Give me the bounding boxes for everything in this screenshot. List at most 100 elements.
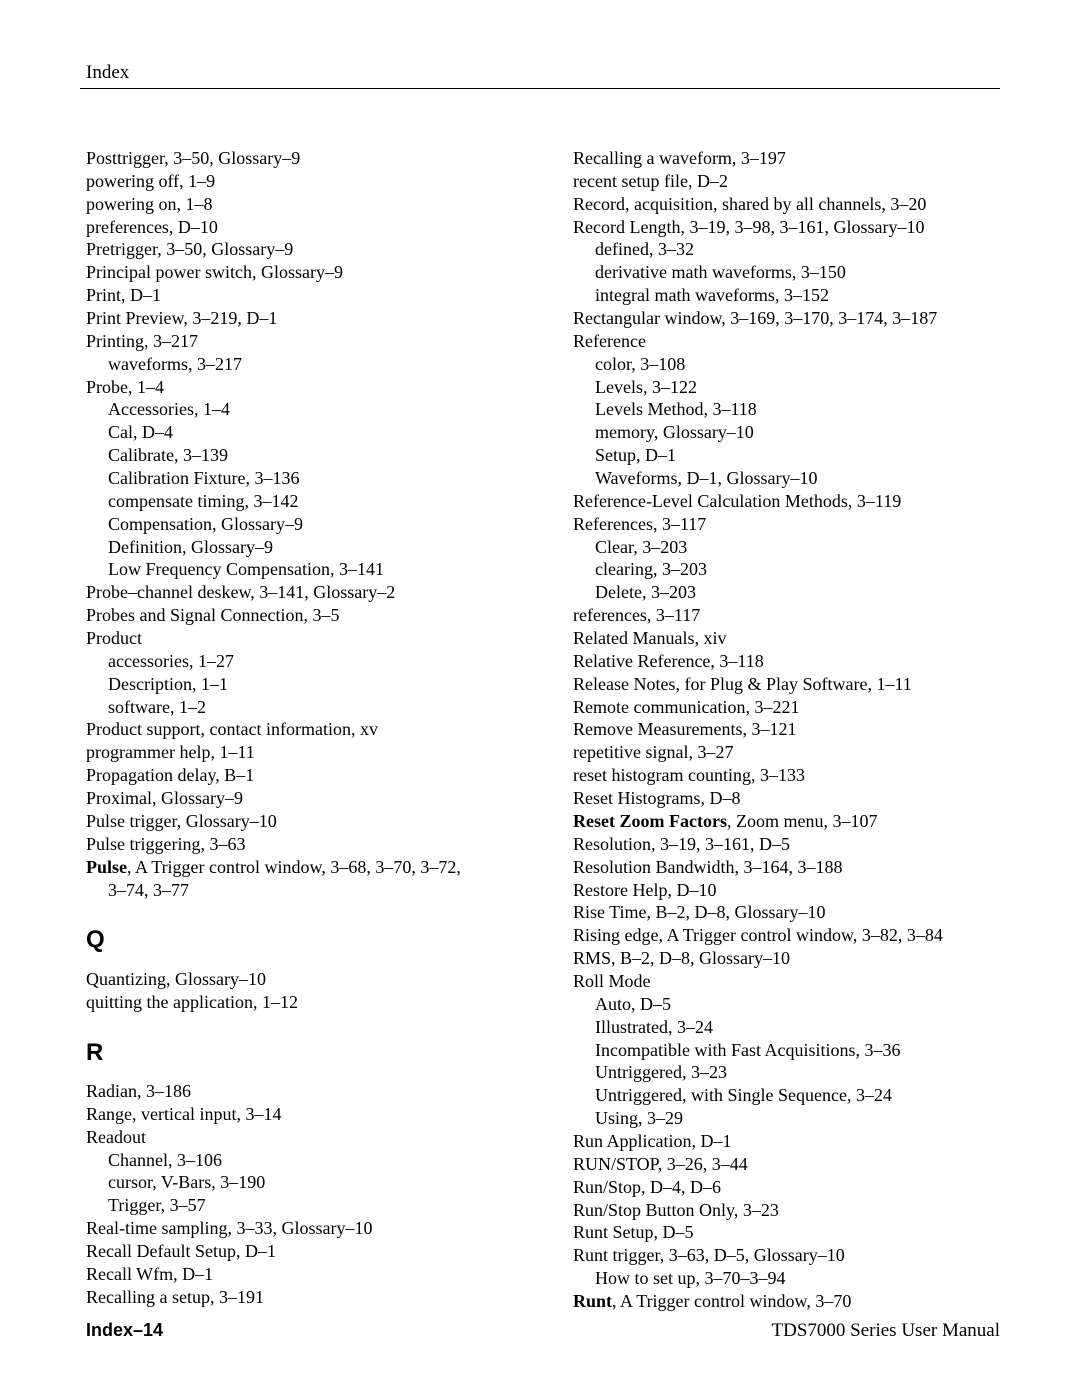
section-letter-r: R [86, 1038, 513, 1068]
index-entry: Probe–channel deskew, 3–141, Glossary–2 [86, 581, 513, 604]
index-entry: waveforms, 3–217 [86, 353, 513, 376]
index-entry: Resolution Bandwidth, 3–164, 3–188 [573, 856, 1000, 879]
index-entry: Readout [86, 1126, 513, 1149]
index-entry: integral math waveforms, 3–152 [573, 284, 1000, 307]
index-content: Posttrigger, 3–50, Glossary–9powering of… [80, 147, 1000, 1313]
index-entry: programmer help, 1–11 [86, 741, 513, 764]
index-entry: accessories, 1–27 [86, 650, 513, 673]
index-entry: Delete, 3–203 [573, 581, 1000, 604]
index-entry: Description, 1–1 [86, 673, 513, 696]
index-entry: Incompatible with Fast Acquisitions, 3–3… [573, 1039, 1000, 1062]
index-entry: recent setup file, D–2 [573, 170, 1000, 193]
index-entry: Rising edge, A Trigger control window, 3… [573, 924, 1000, 947]
index-entry: Printing, 3–217 [86, 330, 513, 353]
index-entry: Pulse triggering, 3–63 [86, 833, 513, 856]
index-entry-term: Reset Zoom Factors [573, 811, 727, 831]
index-entry: Radian, 3–186 [86, 1080, 513, 1103]
index-entry: Run/Stop, D–4, D–6 [573, 1176, 1000, 1199]
index-entry: Runt Setup, D–5 [573, 1221, 1000, 1244]
section-letter-q: Q [86, 925, 513, 955]
index-entry: Run/Stop Button Only, 3–23 [573, 1199, 1000, 1222]
index-entry: Reset Histograms, D–8 [573, 787, 1000, 810]
index-entry: Runt, A Trigger control window, 3–70 [573, 1290, 1000, 1313]
index-entry: Recalling a setup, 3–191 [86, 1286, 513, 1309]
index-entry: Cal, D–4 [86, 421, 513, 444]
index-entry: quitting the application, 1–12 [86, 991, 513, 1014]
index-entry: Runt trigger, 3–63, D–5, Glossary–10 [573, 1244, 1000, 1267]
index-entry: Probes and Signal Connection, 3–5 [86, 604, 513, 627]
index-entry: Recall Default Setup, D–1 [86, 1240, 513, 1263]
index-entry: Using, 3–29 [573, 1107, 1000, 1130]
index-entry: Remove Measurements, 3–121 [573, 718, 1000, 741]
index-entry: Release Notes, for Plug & Play Software,… [573, 673, 1000, 696]
index-entry: cursor, V-Bars, 3–190 [86, 1171, 513, 1194]
index-entry: Rectangular window, 3–169, 3–170, 3–174,… [573, 307, 1000, 330]
index-entry: repetitive signal, 3–27 [573, 741, 1000, 764]
index-entry: powering off, 1–9 [86, 170, 513, 193]
left-column: Posttrigger, 3–50, Glossary–9powering of… [86, 147, 513, 1313]
index-entry: Roll Mode [573, 970, 1000, 993]
index-entry: Compensation, Glossary–9 [86, 513, 513, 536]
index-entry: Pulse trigger, Glossary–10 [86, 810, 513, 833]
index-entry: preferences, D–10 [86, 216, 513, 239]
index-entry: clearing, 3–203 [573, 558, 1000, 581]
index-entry: Rise Time, B–2, D–8, Glossary–10 [573, 901, 1000, 924]
index-entry: compensate timing, 3–142 [86, 490, 513, 513]
index-entry: Pretrigger, 3–50, Glossary–9 [86, 238, 513, 261]
index-entry: Record, acquisition, shared by all chann… [573, 193, 1000, 216]
index-entry-text: , A Trigger control window, 3–70 [612, 1291, 851, 1311]
index-entry: Untriggered, 3–23 [573, 1061, 1000, 1084]
index-entry: Levels, 3–122 [573, 376, 1000, 399]
index-entry: Levels Method, 3–118 [573, 398, 1000, 421]
index-entry: Waveforms, D–1, Glossary–10 [573, 467, 1000, 490]
index-entry: Low Frequency Compensation, 3–141 [86, 558, 513, 581]
index-entry: Illustrated, 3–24 [573, 1016, 1000, 1039]
index-entry: Untriggered, with Single Sequence, 3–24 [573, 1084, 1000, 1107]
index-entry: Calibration Fixture, 3–136 [86, 467, 513, 490]
index-entry: Recall Wfm, D–1 [86, 1263, 513, 1286]
index-entry: Print Preview, 3–219, D–1 [86, 307, 513, 330]
index-entry: Calibrate, 3–139 [86, 444, 513, 467]
index-entry: Channel, 3–106 [86, 1149, 513, 1172]
index-entry: reset histogram counting, 3–133 [573, 764, 1000, 787]
index-entry: Record Length, 3–19, 3–98, 3–161, Glossa… [573, 216, 1000, 239]
index-entry: Accessories, 1–4 [86, 398, 513, 421]
index-entry: Posttrigger, 3–50, Glossary–9 [86, 147, 513, 170]
index-entry: Proximal, Glossary–9 [86, 787, 513, 810]
index-entry: memory, Glossary–10 [573, 421, 1000, 444]
index-entry: Clear, 3–203 [573, 536, 1000, 559]
index-entry: References, 3–117 [573, 513, 1000, 536]
index-entry-text: , A Trigger control window, 3–68, 3–70, … [127, 857, 461, 877]
index-entry-term: Runt [573, 1291, 612, 1311]
index-entry: Reference [573, 330, 1000, 353]
index-entry: color, 3–108 [573, 353, 1000, 376]
index-entry-term: Pulse [86, 857, 127, 877]
index-entry: derivative math waveforms, 3–150 [573, 261, 1000, 284]
index-entry: Reset Zoom Factors, Zoom menu, 3–107 [573, 810, 1000, 833]
index-entry: Resolution, 3–19, 3–161, D–5 [573, 833, 1000, 856]
index-entry: Product support, contact information, xv [86, 718, 513, 741]
index-entry: Product [86, 627, 513, 650]
index-entry: Restore Help, D–10 [573, 879, 1000, 902]
index-entry-text: , Zoom menu, 3–107 [727, 811, 878, 831]
index-entry: Real-time sampling, 3–33, Glossary–10 [86, 1217, 513, 1240]
footer-manual-title: TDS7000 Series User Manual [772, 1320, 1001, 1342]
page-footer: Index–14 TDS7000 Series User Manual [86, 1320, 1000, 1342]
index-entry: Run Application, D–1 [573, 1130, 1000, 1153]
index-entry: Recalling a waveform, 3–197 [573, 147, 1000, 170]
index-entry: How to set up, 3–70–3–94 [573, 1267, 1000, 1290]
index-entry: Pulse, A Trigger control window, 3–68, 3… [86, 856, 513, 879]
header-rule [80, 88, 1000, 89]
index-entry: Auto, D–5 [573, 993, 1000, 1016]
index-entry: defined, 3–32 [573, 238, 1000, 261]
index-entry: Relative Reference, 3–118 [573, 650, 1000, 673]
index-entry: Remote communication, 3–221 [573, 696, 1000, 719]
footer-page-number: Index–14 [86, 1320, 163, 1341]
index-entry: powering on, 1–8 [86, 193, 513, 216]
index-entry: references, 3–117 [573, 604, 1000, 627]
index-entry: software, 1–2 [86, 696, 513, 719]
index-entry: RMS, B–2, D–8, Glossary–10 [573, 947, 1000, 970]
index-entry: Propagation delay, B–1 [86, 764, 513, 787]
index-entry: Print, D–1 [86, 284, 513, 307]
index-entry: Principal power switch, Glossary–9 [86, 261, 513, 284]
